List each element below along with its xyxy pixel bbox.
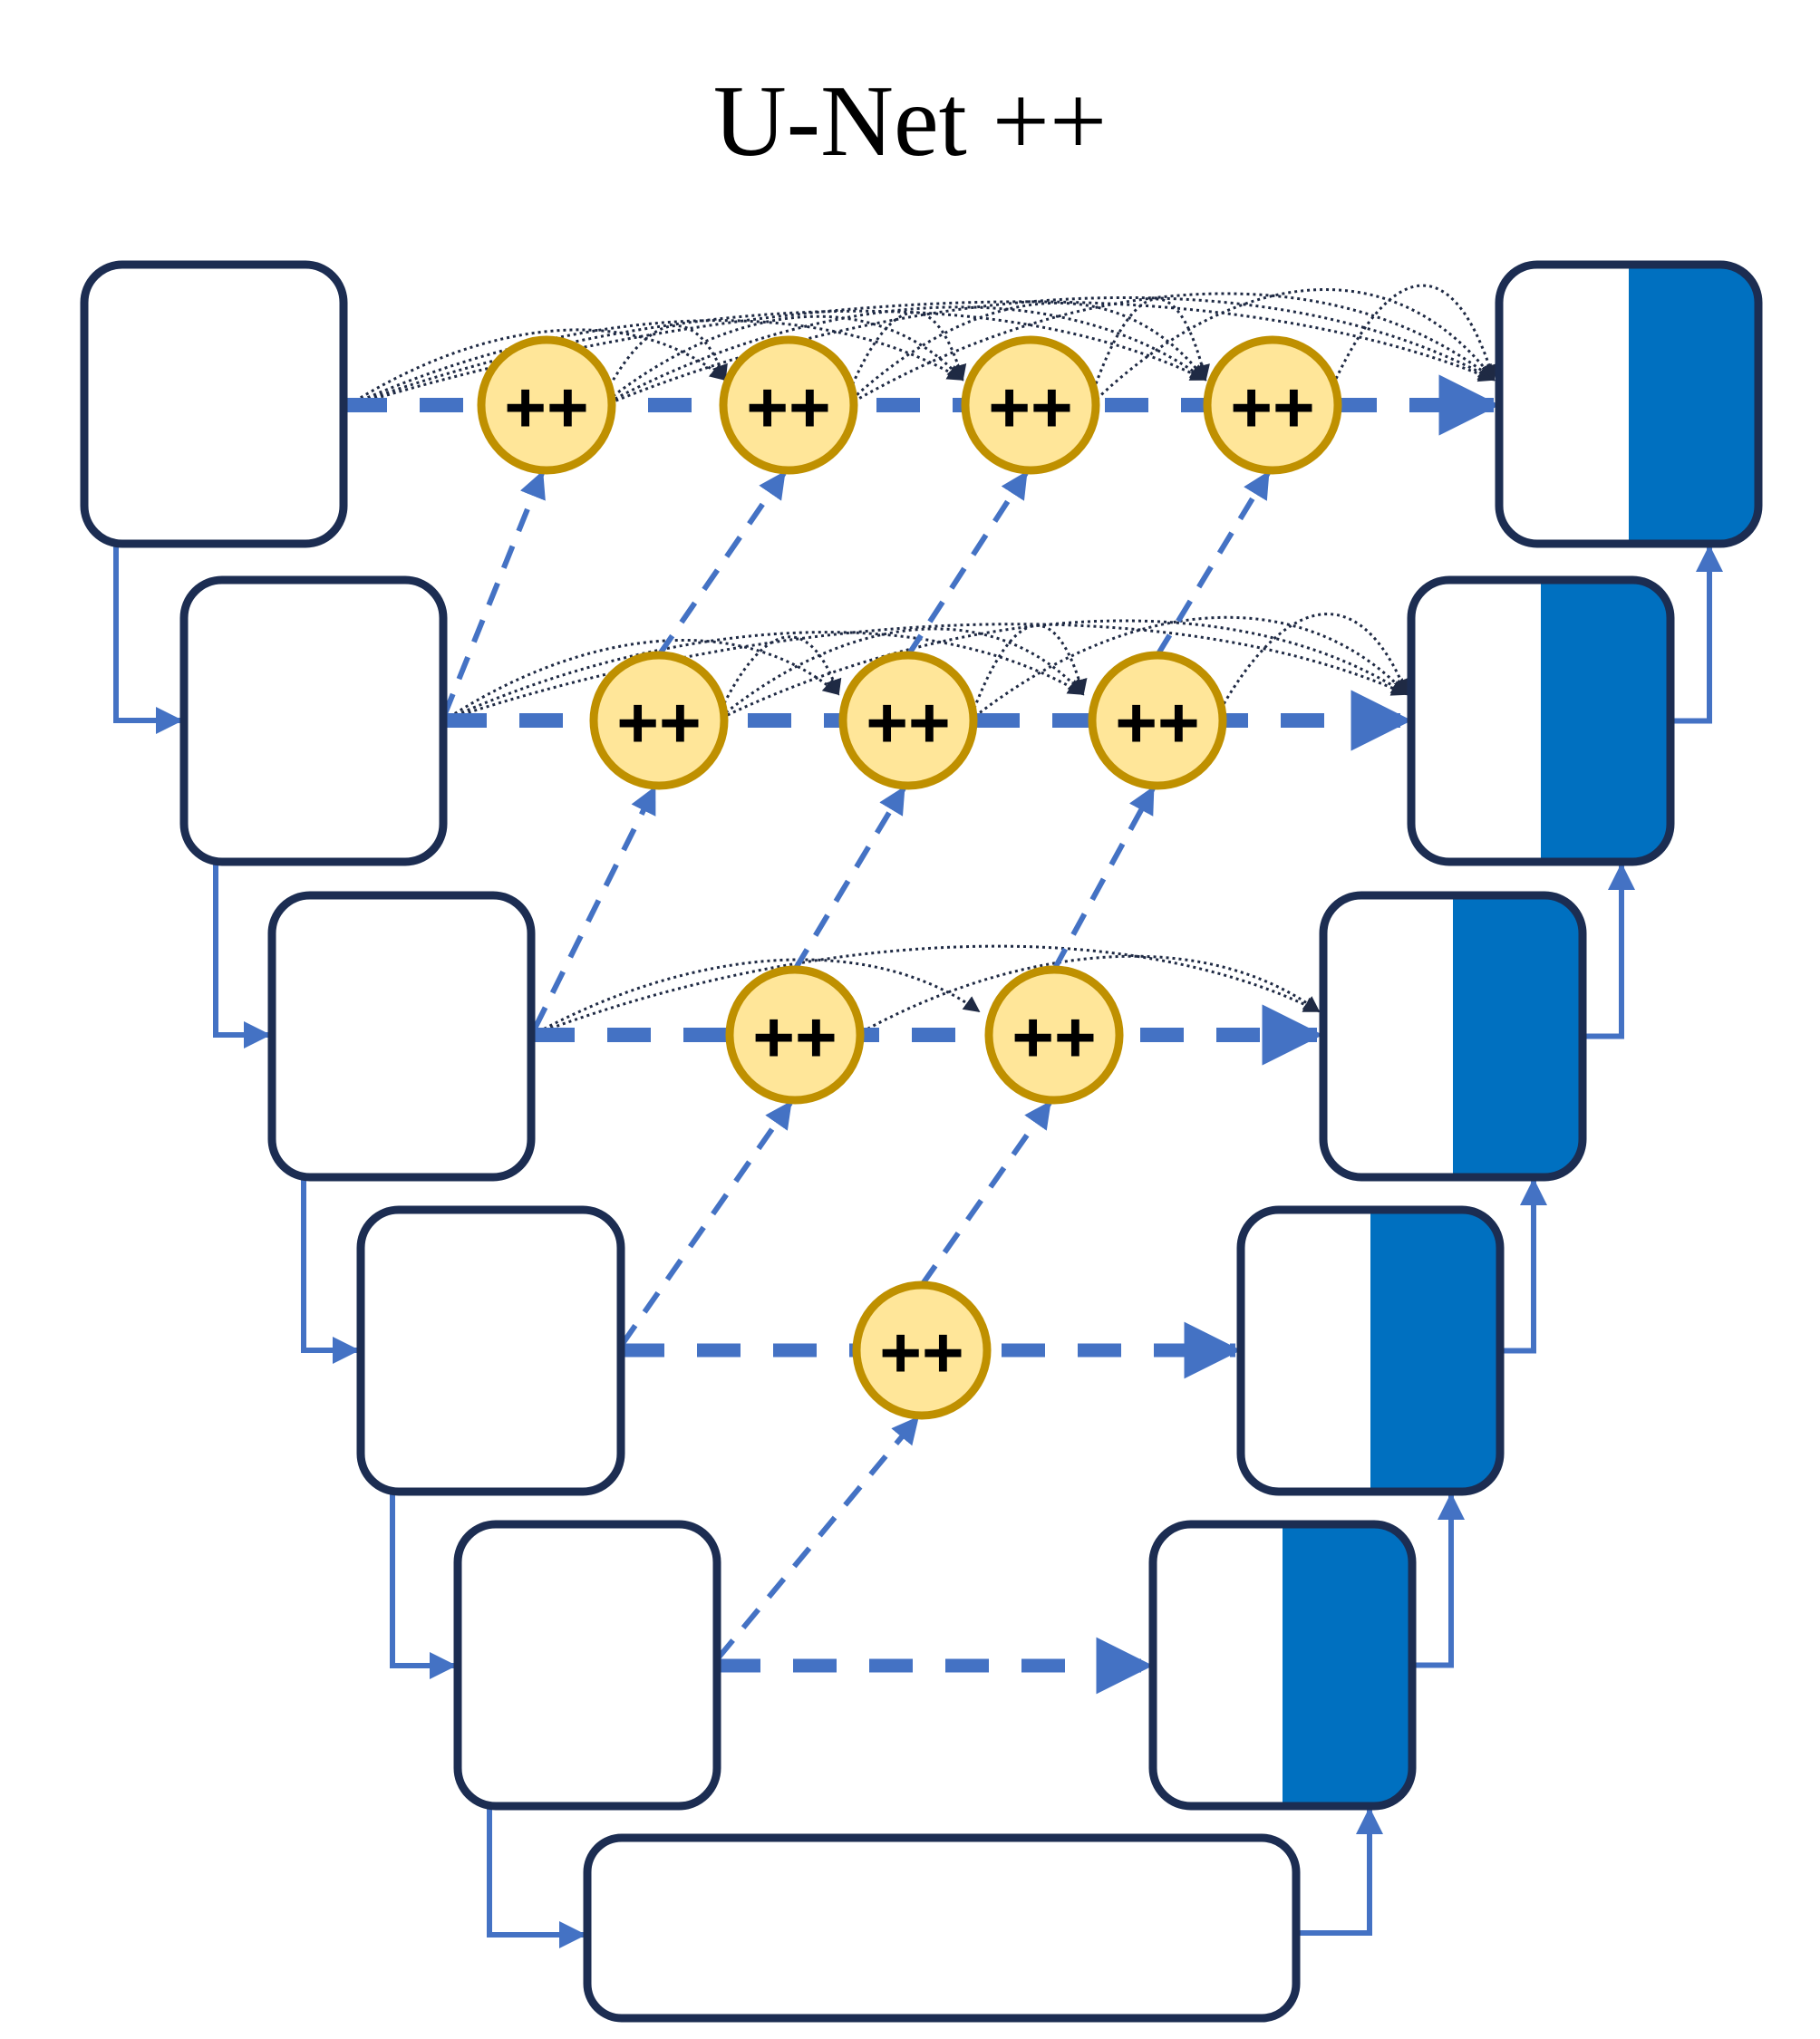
nested-node-label: ++ xyxy=(1230,367,1314,448)
nested-node-circle xyxy=(719,335,858,475)
dense-skip-arc-row1-5 xyxy=(596,324,728,409)
down-up-connectors xyxy=(113,544,1723,1948)
bottleneck-block xyxy=(583,1833,1301,2023)
nested-node-2-1: ++ xyxy=(589,651,729,790)
downsample-connector-5 xyxy=(487,1806,586,1948)
decoder-block-dark-half xyxy=(1370,1210,1500,1492)
nested-node-1-2: ++ xyxy=(719,335,858,475)
decoder-block-border xyxy=(1236,1205,1505,1496)
nested-node-circle xyxy=(1088,651,1227,790)
diagram-title: U-Net ++ xyxy=(712,65,1108,178)
dense-skip-connections xyxy=(344,284,1497,1037)
nested-node-circle xyxy=(725,965,865,1105)
nested-node-1-3: ++ xyxy=(961,335,1100,475)
nested-node-label: ++ xyxy=(988,367,1072,448)
nested-node-label: ++ xyxy=(879,1312,963,1393)
decoder-block-dark-half xyxy=(1283,1524,1412,1806)
nested-node-3-1: ++ xyxy=(725,965,865,1105)
nested-nodes: ++ ++ ++ ++ ++ ++ ++ ++ ++ ++ xyxy=(477,335,1342,1420)
dense-skip-arc-row2-8 xyxy=(969,615,1409,722)
upsample-diagonal-e2-n11 xyxy=(441,470,546,718)
nested-node-label: ++ xyxy=(504,367,588,448)
dense-skip-arc-row1-12 xyxy=(1086,297,1210,409)
dense-skip-arc-row1-7 xyxy=(597,305,1207,410)
encoder-block-5 xyxy=(453,1520,721,1811)
decoder-block-border xyxy=(1407,575,1675,866)
nested-node-circle xyxy=(1203,335,1342,475)
upsample-diagonal-e3-n21 xyxy=(532,786,657,1030)
nested-node-label: ++ xyxy=(1012,997,1096,1077)
dense-skip-arc-row1-6 xyxy=(597,314,964,410)
dense-skip-arc-row2-3 xyxy=(443,623,1409,722)
nested-node-circle xyxy=(477,335,616,475)
dense-skip-arc-row3-2 xyxy=(532,944,1321,1037)
decoder-block-3 xyxy=(1319,891,1587,1182)
dense-skip-arc-row2-2 xyxy=(443,631,1085,722)
dense-skip-arc-row1-14 xyxy=(1321,284,1497,409)
encoder-block-1 xyxy=(80,260,348,548)
nested-node-2-3: ++ xyxy=(1088,651,1227,790)
nested-node-label: ++ xyxy=(866,682,950,763)
decoder-block-border xyxy=(1148,1520,1417,1811)
upsample-diagonal-n22-n13 xyxy=(905,470,1029,657)
dense-skip-arc-row2-4 xyxy=(714,635,842,721)
nested-node-circle xyxy=(984,965,1124,1105)
nested-node-label: ++ xyxy=(616,682,701,763)
upsample-connector-1 xyxy=(1296,1807,1383,1936)
dense-skip-arc-row1-2 xyxy=(344,319,964,410)
upsample-diagonal-e4-n31 xyxy=(619,1100,793,1347)
dense-skip-arc-row2-1 xyxy=(443,638,840,722)
encoder-block-2 xyxy=(179,575,448,866)
upsample-diagonal-e5-n41 xyxy=(715,1416,920,1660)
upsample-connector-4 xyxy=(1583,863,1635,1039)
nested-node-circle xyxy=(961,335,1100,475)
decoder-block-dark-half xyxy=(1629,265,1758,544)
upsample-connector-2 xyxy=(1412,1493,1465,1668)
nested-node-label: ++ xyxy=(746,367,830,448)
dense-skip-arc-row1-4 xyxy=(344,300,1496,410)
decoder-block-border xyxy=(1495,260,1763,548)
dense-skip-arc-row2-9 xyxy=(1213,613,1409,721)
upsample-diagonal-n41-n32 xyxy=(919,1100,1052,1287)
decoder-block-2 xyxy=(1407,575,1675,866)
decoder-block-5 xyxy=(1148,1520,1417,1811)
nested-node-circle xyxy=(852,1280,992,1420)
nested-node-3-2: ++ xyxy=(984,965,1124,1105)
upsample-diagonal-n23-n14 xyxy=(1155,470,1271,657)
dense-skip-arc-row2-6 xyxy=(715,619,1409,722)
nested-node-2-2: ++ xyxy=(838,651,978,790)
upsampling-connections xyxy=(441,470,1271,1660)
decoder-block-border xyxy=(1319,891,1587,1182)
downsample-connector-4 xyxy=(390,1492,457,1679)
upsample-connector-3 xyxy=(1500,1178,1547,1354)
nested-node-1-4: ++ xyxy=(1203,335,1342,475)
downsample-connector-1 xyxy=(113,544,183,734)
nested-node-4-1: ++ xyxy=(852,1280,992,1420)
dense-skip-arc-row2-7 xyxy=(968,623,1088,721)
dense-skip-arc-row1-10 xyxy=(841,301,1207,410)
downsample-connector-2 xyxy=(213,862,271,1048)
dense-skip-arc-row3-3 xyxy=(856,954,1321,1037)
decoder-block-1 xyxy=(1495,260,1763,548)
dense-skip-arc-row1-3 xyxy=(344,309,1207,410)
upsample-diagonal-n32-n23 xyxy=(1051,786,1156,971)
nested-node-circle xyxy=(589,651,729,790)
encoder-block-4 xyxy=(356,1205,625,1496)
decoder-block-dark-half xyxy=(1541,580,1670,862)
upsample-diagonal-n21-n12 xyxy=(656,470,787,657)
encoder-block-3 xyxy=(267,891,536,1182)
feature-blocks xyxy=(80,260,1763,2023)
upsample-connector-5 xyxy=(1670,545,1723,724)
nested-node-circle xyxy=(838,651,978,790)
nested-node-label: ++ xyxy=(752,997,837,1077)
nested-node-1-1: ++ xyxy=(477,335,616,475)
downsample-connector-3 xyxy=(301,1177,360,1364)
decoder-block-dark-half xyxy=(1453,895,1583,1177)
dense-skip-arc-row1-8 xyxy=(597,295,1496,410)
upsample-diagonal-n31-n22 xyxy=(792,786,906,971)
decoder-block-4 xyxy=(1236,1205,1505,1496)
nested-node-label: ++ xyxy=(1115,682,1199,763)
